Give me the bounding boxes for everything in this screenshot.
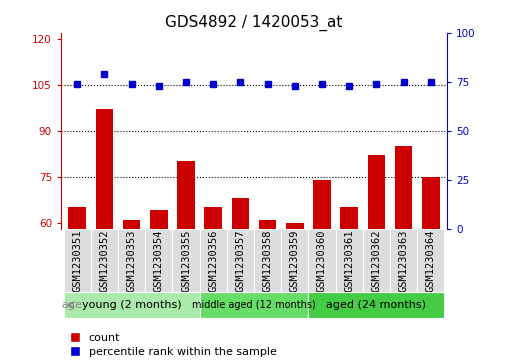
FancyBboxPatch shape [172,229,200,292]
FancyBboxPatch shape [118,229,145,292]
Bar [150,210,168,229]
Bar [69,207,86,229]
Text: GSM1230363: GSM1230363 [399,229,408,292]
FancyBboxPatch shape [390,229,417,292]
FancyBboxPatch shape [308,292,444,318]
FancyBboxPatch shape [64,292,200,318]
FancyBboxPatch shape [363,229,390,292]
Text: GSM1230360: GSM1230360 [317,229,327,292]
Bar [367,155,385,229]
Text: GSM1230354: GSM1230354 [154,229,164,292]
Text: GSM1230353: GSM1230353 [126,229,137,292]
Legend: count, percentile rank within the sample: count, percentile rank within the sample [67,329,281,361]
Text: GSM1230357: GSM1230357 [235,229,245,292]
Text: GSM1230356: GSM1230356 [208,229,218,292]
Bar [232,198,249,229]
Bar [204,207,222,229]
FancyBboxPatch shape [308,229,336,292]
FancyBboxPatch shape [417,229,444,292]
Bar [96,109,113,229]
FancyBboxPatch shape [200,292,308,318]
FancyBboxPatch shape [91,229,118,292]
FancyBboxPatch shape [336,229,363,292]
Bar [313,180,331,229]
FancyBboxPatch shape [145,229,172,292]
FancyBboxPatch shape [64,229,91,292]
FancyBboxPatch shape [254,229,281,292]
Title: GDS4892 / 1420053_at: GDS4892 / 1420053_at [165,15,343,31]
FancyBboxPatch shape [227,229,254,292]
Text: GSM1230364: GSM1230364 [426,229,436,292]
Text: young (2 months): young (2 months) [82,300,181,310]
Text: GSM1230362: GSM1230362 [371,229,382,292]
Text: GSM1230361: GSM1230361 [344,229,354,292]
Text: GSM1230352: GSM1230352 [100,229,109,292]
FancyBboxPatch shape [281,229,308,292]
Text: age: age [61,300,82,310]
Bar [286,223,304,229]
Bar [177,161,195,229]
Text: GSM1230358: GSM1230358 [263,229,273,292]
Text: aged (24 months): aged (24 months) [326,300,426,310]
Text: GSM1230355: GSM1230355 [181,229,191,292]
Bar [340,207,358,229]
Bar [259,220,276,229]
Bar [395,146,412,229]
Text: GSM1230351: GSM1230351 [72,229,82,292]
Text: GSM1230359: GSM1230359 [290,229,300,292]
Bar [123,220,141,229]
Bar [422,177,439,229]
Text: middle aged (12 months): middle aged (12 months) [192,300,316,310]
FancyBboxPatch shape [200,229,227,292]
